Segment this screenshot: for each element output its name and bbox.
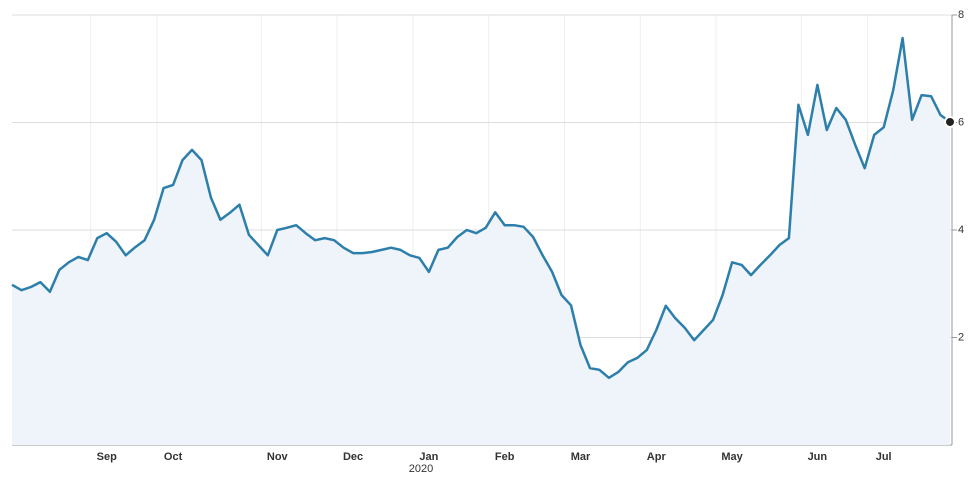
x-tick-label: Sep [97, 451, 117, 463]
y-tick-label: 2 [958, 331, 964, 343]
x-tick-label: Nov [267, 451, 289, 463]
y-tick-label: 6 [958, 116, 964, 128]
last-point [944, 115, 956, 128]
x-tick-label: Jun [808, 451, 828, 463]
x-tick-label: Feb [495, 451, 515, 463]
y-tick-label: 4 [958, 224, 964, 236]
x-tick-label: Apr [647, 451, 667, 463]
x-tick-label: May [721, 451, 743, 463]
y-tick-label: 8 [958, 9, 964, 21]
x-tick-label: Dec [343, 451, 363, 463]
x-tick-label: Jan [419, 451, 438, 463]
x-tick-label: Oct [164, 451, 183, 463]
year-label: 2020 [409, 463, 433, 475]
x-tick-label: Jul [876, 451, 892, 463]
x-tick-label: Mar [571, 451, 591, 463]
area-fill [12, 38, 950, 445]
price-line [11, 36, 951, 380]
